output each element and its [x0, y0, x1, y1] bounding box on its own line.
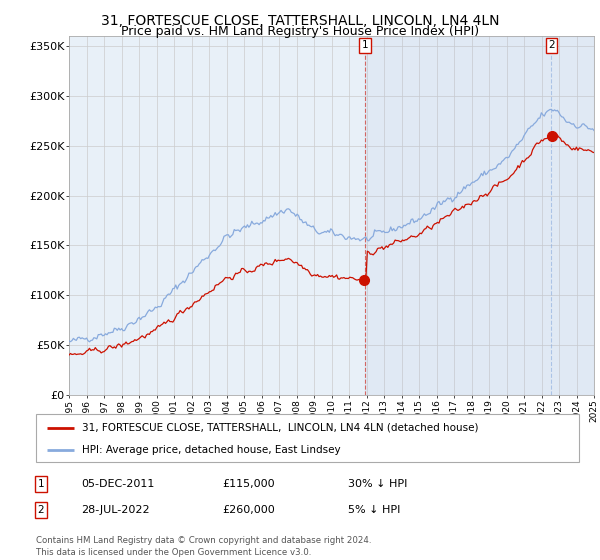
Text: 2: 2: [37, 505, 44, 515]
Text: 2: 2: [548, 40, 555, 50]
Text: 31, FORTESCUE CLOSE, TATTERSHALL,  LINCOLN, LN4 4LN (detached house): 31, FORTESCUE CLOSE, TATTERSHALL, LINCOL…: [82, 423, 479, 433]
Text: 5% ↓ HPI: 5% ↓ HPI: [348, 505, 400, 515]
FancyBboxPatch shape: [36, 414, 579, 462]
Text: 1: 1: [37, 479, 44, 489]
Text: 31, FORTESCUE CLOSE, TATTERSHALL, LINCOLN, LN4 4LN: 31, FORTESCUE CLOSE, TATTERSHALL, LINCOL…: [101, 14, 499, 28]
Text: 28-JUL-2022: 28-JUL-2022: [81, 505, 149, 515]
Text: HPI: Average price, detached house, East Lindsey: HPI: Average price, detached house, East…: [82, 445, 341, 455]
Text: This data is licensed under the Open Government Licence v3.0.: This data is licensed under the Open Gov…: [36, 548, 311, 557]
Text: 30% ↓ HPI: 30% ↓ HPI: [348, 479, 407, 489]
Text: 1: 1: [362, 40, 368, 50]
Text: £260,000: £260,000: [222, 505, 275, 515]
Text: £115,000: £115,000: [222, 479, 275, 489]
Text: Contains HM Land Registry data © Crown copyright and database right 2024.: Contains HM Land Registry data © Crown c…: [36, 536, 371, 545]
Text: Price paid vs. HM Land Registry's House Price Index (HPI): Price paid vs. HM Land Registry's House …: [121, 25, 479, 38]
Text: 05-DEC-2011: 05-DEC-2011: [81, 479, 154, 489]
Bar: [365, 36, 594, 395]
